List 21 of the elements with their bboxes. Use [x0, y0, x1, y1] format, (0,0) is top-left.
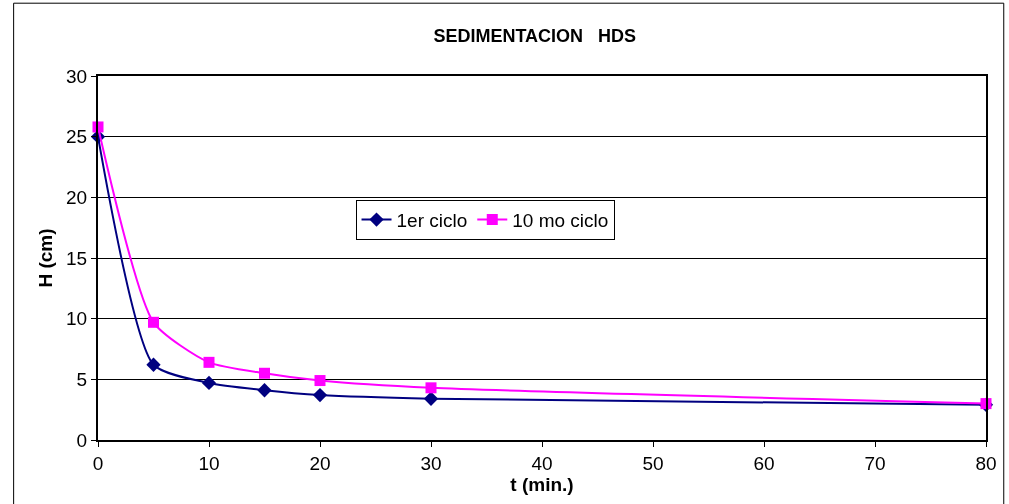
y-axis-title: H (cm) — [35, 228, 57, 288]
x-tick-label: 50 — [642, 452, 664, 474]
x-tick-label: 0 — [92, 452, 104, 474]
y-tick-label: 0 — [76, 429, 88, 451]
x-tick-label: 10 — [198, 452, 220, 474]
x-tick-label: 30 — [420, 452, 442, 474]
x-tick-label: 40 — [531, 452, 553, 474]
y-tick-label: 5 — [76, 368, 88, 390]
y-tick-label: 20 — [66, 186, 88, 208]
y-tick-label: 30 — [66, 65, 88, 87]
x-tick-label: 80 — [975, 452, 997, 474]
x-tick-label: 70 — [864, 452, 886, 474]
chart-title: SEDIMENTACION HDS — [433, 25, 637, 46]
x-axis-title: t (min.) — [510, 473, 574, 495]
y-tick-label: 10 — [66, 308, 88, 330]
legend-label: 1er ciclo — [396, 210, 468, 232]
legend-label: 10 mo ciclo — [512, 210, 609, 232]
y-tick-label: 15 — [66, 247, 88, 269]
y-tick-label: 25 — [66, 126, 88, 148]
x-tick-label: 20 — [309, 452, 331, 474]
x-tick-label: 60 — [753, 452, 775, 474]
